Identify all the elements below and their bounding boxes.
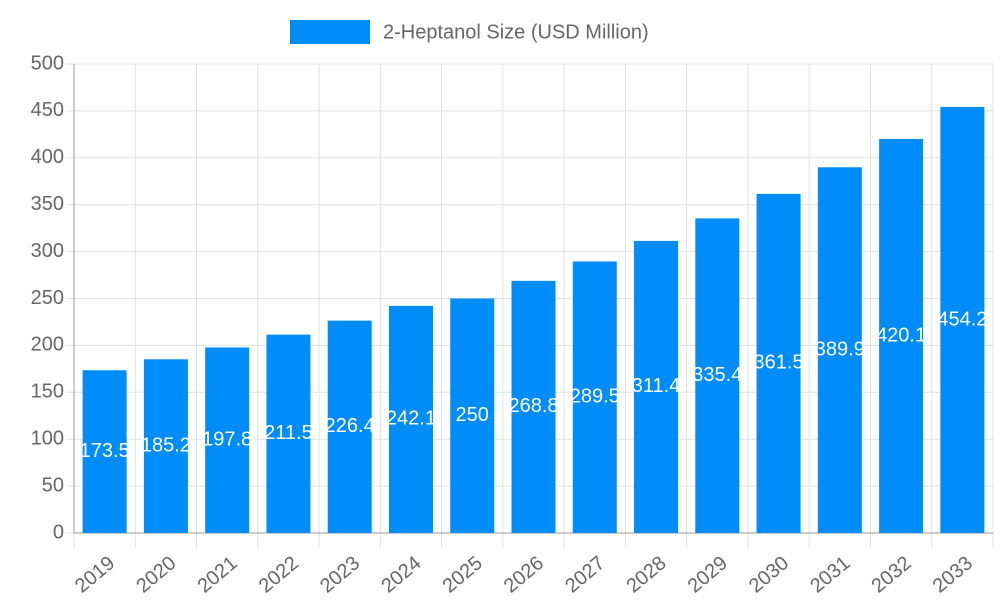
data-label: 250 [456,404,489,426]
y-tick-label: 300 [31,240,64,262]
y-tick-label: 250 [31,287,64,309]
data-label: 197.8 [202,429,252,451]
bar [266,334,311,533]
bar [327,320,372,533]
x-tick-label: 2027 [561,552,609,597]
bar [879,138,924,533]
legend-swatch [290,20,370,44]
x-tick-label: 2029 [684,552,732,597]
data-label: 335.4 [692,364,742,386]
x-tick-label: 2028 [622,552,670,597]
data-label: 454.2 [937,308,987,330]
y-tick-label: 150 [31,381,64,403]
bar [205,347,250,533]
legend-label: 2-Heptanol Size (USD Million) [383,21,649,43]
y-tick-label: 350 [31,193,64,215]
data-label: 226.4 [325,415,375,437]
bar [940,106,985,534]
bar [756,193,801,533]
data-label: 311.4 [632,375,681,397]
x-tick-label: 2032 [867,552,915,597]
x-tick-label: 2024 [377,552,425,597]
x-tick-label: 2031 [806,552,854,597]
x-tick-label: 2022 [255,552,303,597]
y-tick-label: 450 [31,99,64,121]
bar [82,370,127,533]
data-label: 361.5 [754,352,804,374]
bar [695,218,740,533]
x-tick-label: 2020 [132,552,180,597]
data-label: 289.5 [570,386,620,408]
x-tick-label: 2025 [439,552,487,597]
x-tick-label: 2023 [316,552,364,597]
bar [450,298,495,533]
y-tick-label: 50 [42,474,64,496]
data-label: 420.1 [876,324,926,346]
bar [511,280,556,533]
x-tick-label: 2030 [745,552,793,597]
data-label: 268.8 [508,395,558,417]
x-tick-label: 2026 [500,552,548,597]
y-tick-label: 200 [31,334,64,356]
bar [143,359,188,533]
data-label: 211.5 [264,422,313,444]
data-label: 173.5 [80,440,130,462]
x-tick-label: 2021 [194,552,242,597]
data-label: 242.1 [386,408,436,430]
y-tick-label: 100 [31,427,64,449]
x-tick-label: 2033 [929,552,977,597]
y-tick-label: 500 [31,52,64,74]
bar [817,167,862,533]
x-tick-label: 2019 [71,552,119,597]
bar [388,305,433,533]
y-tick-label: 0 [53,521,64,543]
data-label: 389.9 [815,338,865,360]
y-tick-label: 400 [31,146,64,168]
data-label: 185.2 [141,434,191,456]
bar [634,240,679,533]
bar [572,261,617,533]
